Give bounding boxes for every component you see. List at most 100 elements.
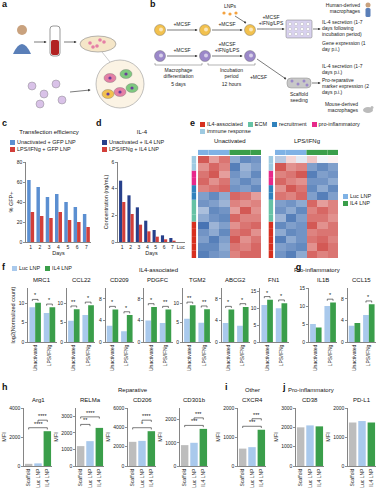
svg-text:Transfection efficiency: Transfection efficiency	[19, 129, 78, 135]
svg-text:Concentration (ng/mL): Concentration (ng/mL)	[103, 174, 109, 229]
svg-text:MFI: MFI	[105, 432, 111, 442]
svg-text:2000: 2000	[113, 443, 124, 449]
svg-text:LPS/IFNg: LPS/IFNg	[294, 138, 320, 144]
svg-text:1000: 1000	[165, 440, 176, 446]
svg-text:8: 8	[99, 296, 102, 302]
svg-text:incubation period): incubation period)	[322, 31, 362, 37]
svg-text:*: *	[111, 299, 114, 305]
svg-text:40: 40	[17, 199, 23, 205]
svg-text:macrophages: macrophages	[328, 107, 359, 113]
svg-text:20: 20	[17, 219, 23, 225]
svg-text:Luc: Luc	[177, 244, 186, 250]
svg-text:15: 15	[251, 288, 257, 294]
svg-text:seeding: seeding	[290, 97, 308, 103]
svg-text:Scaffold: Scaffold	[239, 468, 245, 486]
svg-text:IL4-associated: IL4-associated	[139, 267, 178, 273]
svg-text:+MCSF: +MCSF	[218, 21, 235, 27]
svg-text:60: 60	[17, 179, 23, 185]
svg-text:% GFP+: % GFP+	[8, 192, 14, 213]
svg-text:CCL15: CCL15	[352, 277, 371, 283]
svg-text:**: **	[187, 295, 192, 301]
svg-text:LPS/IFNg: LPS/IFNg	[278, 344, 284, 366]
svg-text:**: **	[71, 299, 76, 305]
svg-text:IL4 LNP: IL4 LNP	[316, 468, 322, 487]
svg-text:Days: Days	[52, 250, 65, 256]
svg-text:Scaffold: Scaffold	[129, 468, 135, 486]
svg-text:4000: 4000	[9, 405, 20, 411]
svg-text:Unactivated: Unactivated	[32, 344, 38, 371]
svg-text:Luc LNP: Luc LNP	[35, 468, 41, 488]
svg-text:5 days: 5 days	[171, 81, 186, 87]
svg-text:IL4 LNP: IL4 LNP	[44, 468, 50, 487]
svg-text:Scaffold: Scaffold	[77, 468, 83, 486]
svg-text:IL4 LNP: IL4 LNP	[368, 468, 374, 487]
svg-text:MFI: MFI	[273, 432, 279, 442]
svg-text:IL4 LNP: IL4 LNP	[258, 468, 264, 487]
svg-text:LPS/IFNg: LPS/IFNg	[123, 344, 129, 366]
svg-text:4000: 4000	[113, 424, 124, 430]
svg-text:5: 5	[66, 244, 69, 250]
svg-text:Unactivated: Unactivated	[109, 344, 115, 371]
svg-text:5: 5	[154, 244, 157, 250]
svg-text:4: 4	[138, 317, 141, 323]
svg-text:12 hours: 12 hours	[222, 81, 242, 87]
svg-text:Unactivated: Unactivated	[351, 344, 357, 371]
svg-text:*: *	[87, 295, 90, 301]
svg-text:LPS/IFNg: LPS/IFNg	[85, 344, 91, 366]
svg-text:2000: 2000	[223, 405, 234, 411]
svg-text:0: 0	[112, 239, 115, 245]
svg-text:MFI: MFI	[157, 432, 163, 442]
svg-text:7: 7	[171, 244, 174, 250]
svg-text:0: 0	[232, 463, 235, 469]
svg-text:IL4 LNP: IL4 LNP	[200, 468, 206, 487]
svg-text:PD-L1: PD-L1	[353, 397, 371, 403]
svg-text:Luc LNP: Luc LNP	[307, 468, 313, 488]
svg-text:2: 2	[129, 244, 132, 250]
svg-text:log2(Normalized count): log2(Normalized count)	[10, 286, 16, 343]
svg-text:2000: 2000	[61, 430, 72, 436]
svg-text:*: *	[367, 294, 370, 300]
svg-text:3: 3	[138, 244, 141, 250]
svg-text:ABCG2: ABCG2	[225, 277, 246, 283]
svg-text:Luc LNP: Luc LNP	[87, 468, 93, 488]
svg-text:0: 0	[70, 463, 73, 469]
svg-text:1: 1	[29, 244, 32, 250]
svg-text:Unactivated: Unactivated	[70, 344, 76, 371]
svg-text:8: 8	[341, 296, 344, 302]
svg-text:4: 4	[99, 317, 102, 323]
svg-text:0: 0	[174, 463, 177, 469]
svg-text:LPS/IFNg: LPS/IFNg	[162, 344, 168, 366]
svg-text:3000: 3000	[281, 405, 292, 411]
svg-text:***: ***	[195, 411, 202, 417]
svg-text:80: 80	[17, 159, 23, 165]
svg-text:Reparative: Reparative	[118, 387, 148, 393]
svg-text:10: 10	[174, 300, 180, 306]
svg-text:10: 10	[300, 303, 306, 309]
svg-text:Days: Days	[145, 250, 158, 256]
svg-text:Unactivated: Unactivated	[225, 344, 231, 371]
svg-text:2000: 2000	[9, 434, 20, 440]
svg-text:CXCR4: CXCR4	[242, 397, 263, 403]
svg-text:**: **	[163, 299, 168, 305]
svg-text:3: 3	[48, 244, 51, 250]
svg-text:days p.i.): days p.i.)	[322, 89, 343, 95]
svg-text:6: 6	[112, 159, 115, 165]
svg-text:TGM2: TGM2	[189, 277, 206, 283]
svg-text:2: 2	[39, 244, 42, 250]
svg-text:5: 5	[22, 319, 25, 325]
svg-text:period: period	[225, 73, 239, 79]
svg-text:IL4 LNP: IL4 LNP	[148, 468, 154, 487]
svg-text:Scaffold: Scaffold	[181, 468, 187, 486]
svg-text:**: **	[83, 417, 88, 423]
svg-text:LNPs: LNPs	[224, 3, 237, 9]
svg-text:CD206: CD206	[133, 397, 152, 403]
svg-text:LPS/IFNg: LPS/IFNg	[327, 344, 333, 366]
svg-text:0: 0	[20, 239, 23, 245]
svg-text:***: ***	[191, 418, 198, 424]
svg-text:0: 0	[60, 339, 63, 345]
svg-text:CCL22: CCL22	[72, 277, 91, 283]
svg-text:0: 0	[99, 339, 102, 345]
svg-text:IL-4: IL-4	[137, 129, 148, 135]
svg-text:Luc LNP: Luc LNP	[191, 468, 197, 488]
svg-text:+MCSF: +MCSF	[173, 47, 190, 53]
